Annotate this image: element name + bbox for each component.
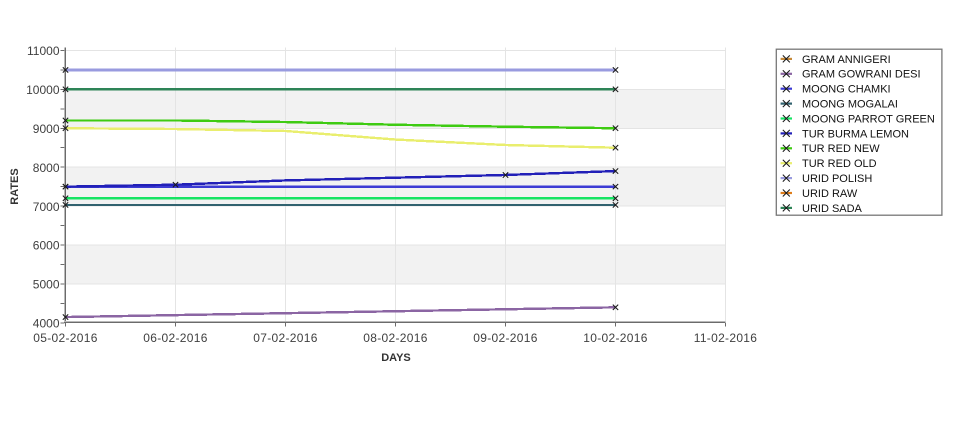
svg-text:MOONG CHAMKI: MOONG CHAMKI	[802, 84, 891, 96]
svg-text:11000: 11000	[27, 44, 60, 58]
svg-text:06-02-2016: 06-02-2016	[143, 331, 207, 345]
svg-text:TUR RED OLD: TUR RED OLD	[802, 158, 877, 170]
svg-text:RATES: RATES	[9, 168, 21, 204]
svg-text:MOONG MOGALAI: MOONG MOGALAI	[802, 99, 898, 111]
svg-text:URID RAW: URID RAW	[802, 188, 858, 200]
svg-text:GRAM GOWRANI DESI: GRAM GOWRANI DESI	[802, 69, 921, 81]
svg-text:4000: 4000	[33, 317, 60, 331]
svg-text:10000: 10000	[26, 83, 60, 97]
svg-text:URID SADA: URID SADA	[802, 203, 863, 215]
svg-text:09-02-2016: 09-02-2016	[473, 331, 537, 345]
svg-text:TUR RED NEW: TUR RED NEW	[802, 143, 880, 155]
svg-text:11-02-2016: 11-02-2016	[694, 331, 758, 345]
svg-text:07-02-2016: 07-02-2016	[253, 331, 317, 345]
svg-text:7000: 7000	[33, 200, 60, 214]
svg-text:MOONG PARROT GREEN: MOONG PARROT GREEN	[802, 113, 935, 125]
svg-text:10-02-2016: 10-02-2016	[583, 331, 647, 345]
svg-text:08-02-2016: 08-02-2016	[363, 331, 427, 345]
svg-text:TUR BURMA LEMON: TUR BURMA LEMON	[802, 128, 909, 140]
svg-text:URID POLISH: URID POLISH	[802, 173, 872, 185]
svg-text:6000: 6000	[33, 239, 60, 253]
svg-text:05-02-2016: 05-02-2016	[33, 331, 97, 345]
svg-text:DAYS: DAYS	[381, 352, 411, 364]
svg-text:GRAM ANNIGERI: GRAM ANNIGERI	[802, 54, 891, 66]
svg-text:5000: 5000	[33, 278, 60, 292]
svg-text:9000: 9000	[33, 122, 60, 136]
svg-text:8000: 8000	[33, 161, 60, 175]
